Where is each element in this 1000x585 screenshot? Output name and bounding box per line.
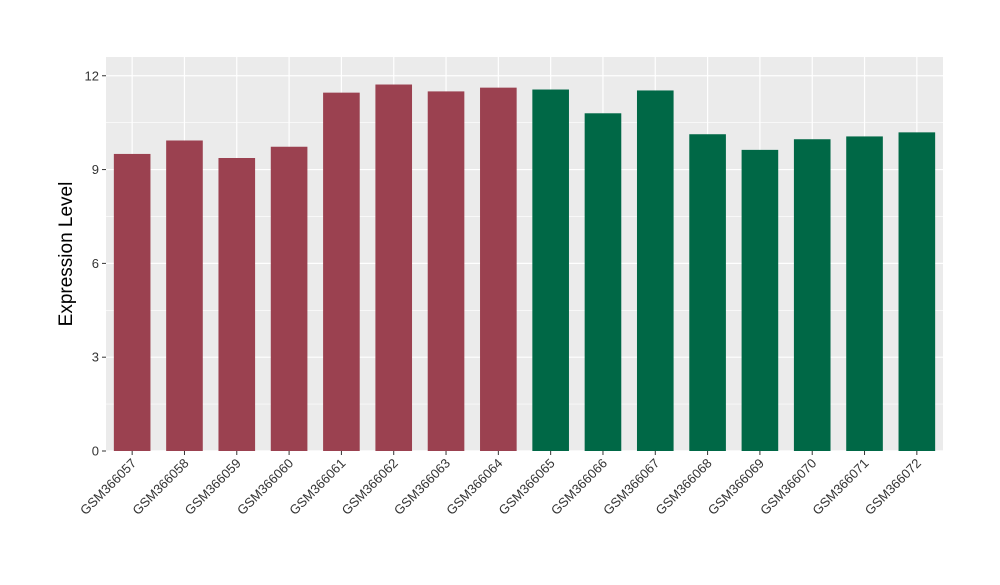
bar [898,132,936,451]
y-tick-label: 12 [85,68,99,83]
bar [218,158,256,451]
x-tick-label: GSM366072 [862,456,924,518]
bar [113,153,151,451]
y-tick-label: 3 [92,350,99,365]
bar [480,87,517,452]
bar [427,91,465,452]
bar [584,113,622,452]
bar [166,140,203,451]
bar [270,146,308,451]
bar [375,84,413,452]
y-tick-label: 0 [92,444,99,459]
bar [532,89,569,452]
y-tick-label: 9 [92,162,99,177]
bar [636,90,674,451]
bar [793,139,831,451]
y-tick-label: 6 [92,256,99,271]
bar [689,134,726,451]
bar [741,149,779,451]
bar [846,136,883,451]
bars [113,84,936,452]
y-axis: 0 3 6 9 12 [85,68,106,459]
x-axis: GSM366057GSM366058GSM366059GSM366060GSM3… [77,451,924,518]
y-axis-title: Expression Level [56,182,77,327]
bar [323,92,360,452]
